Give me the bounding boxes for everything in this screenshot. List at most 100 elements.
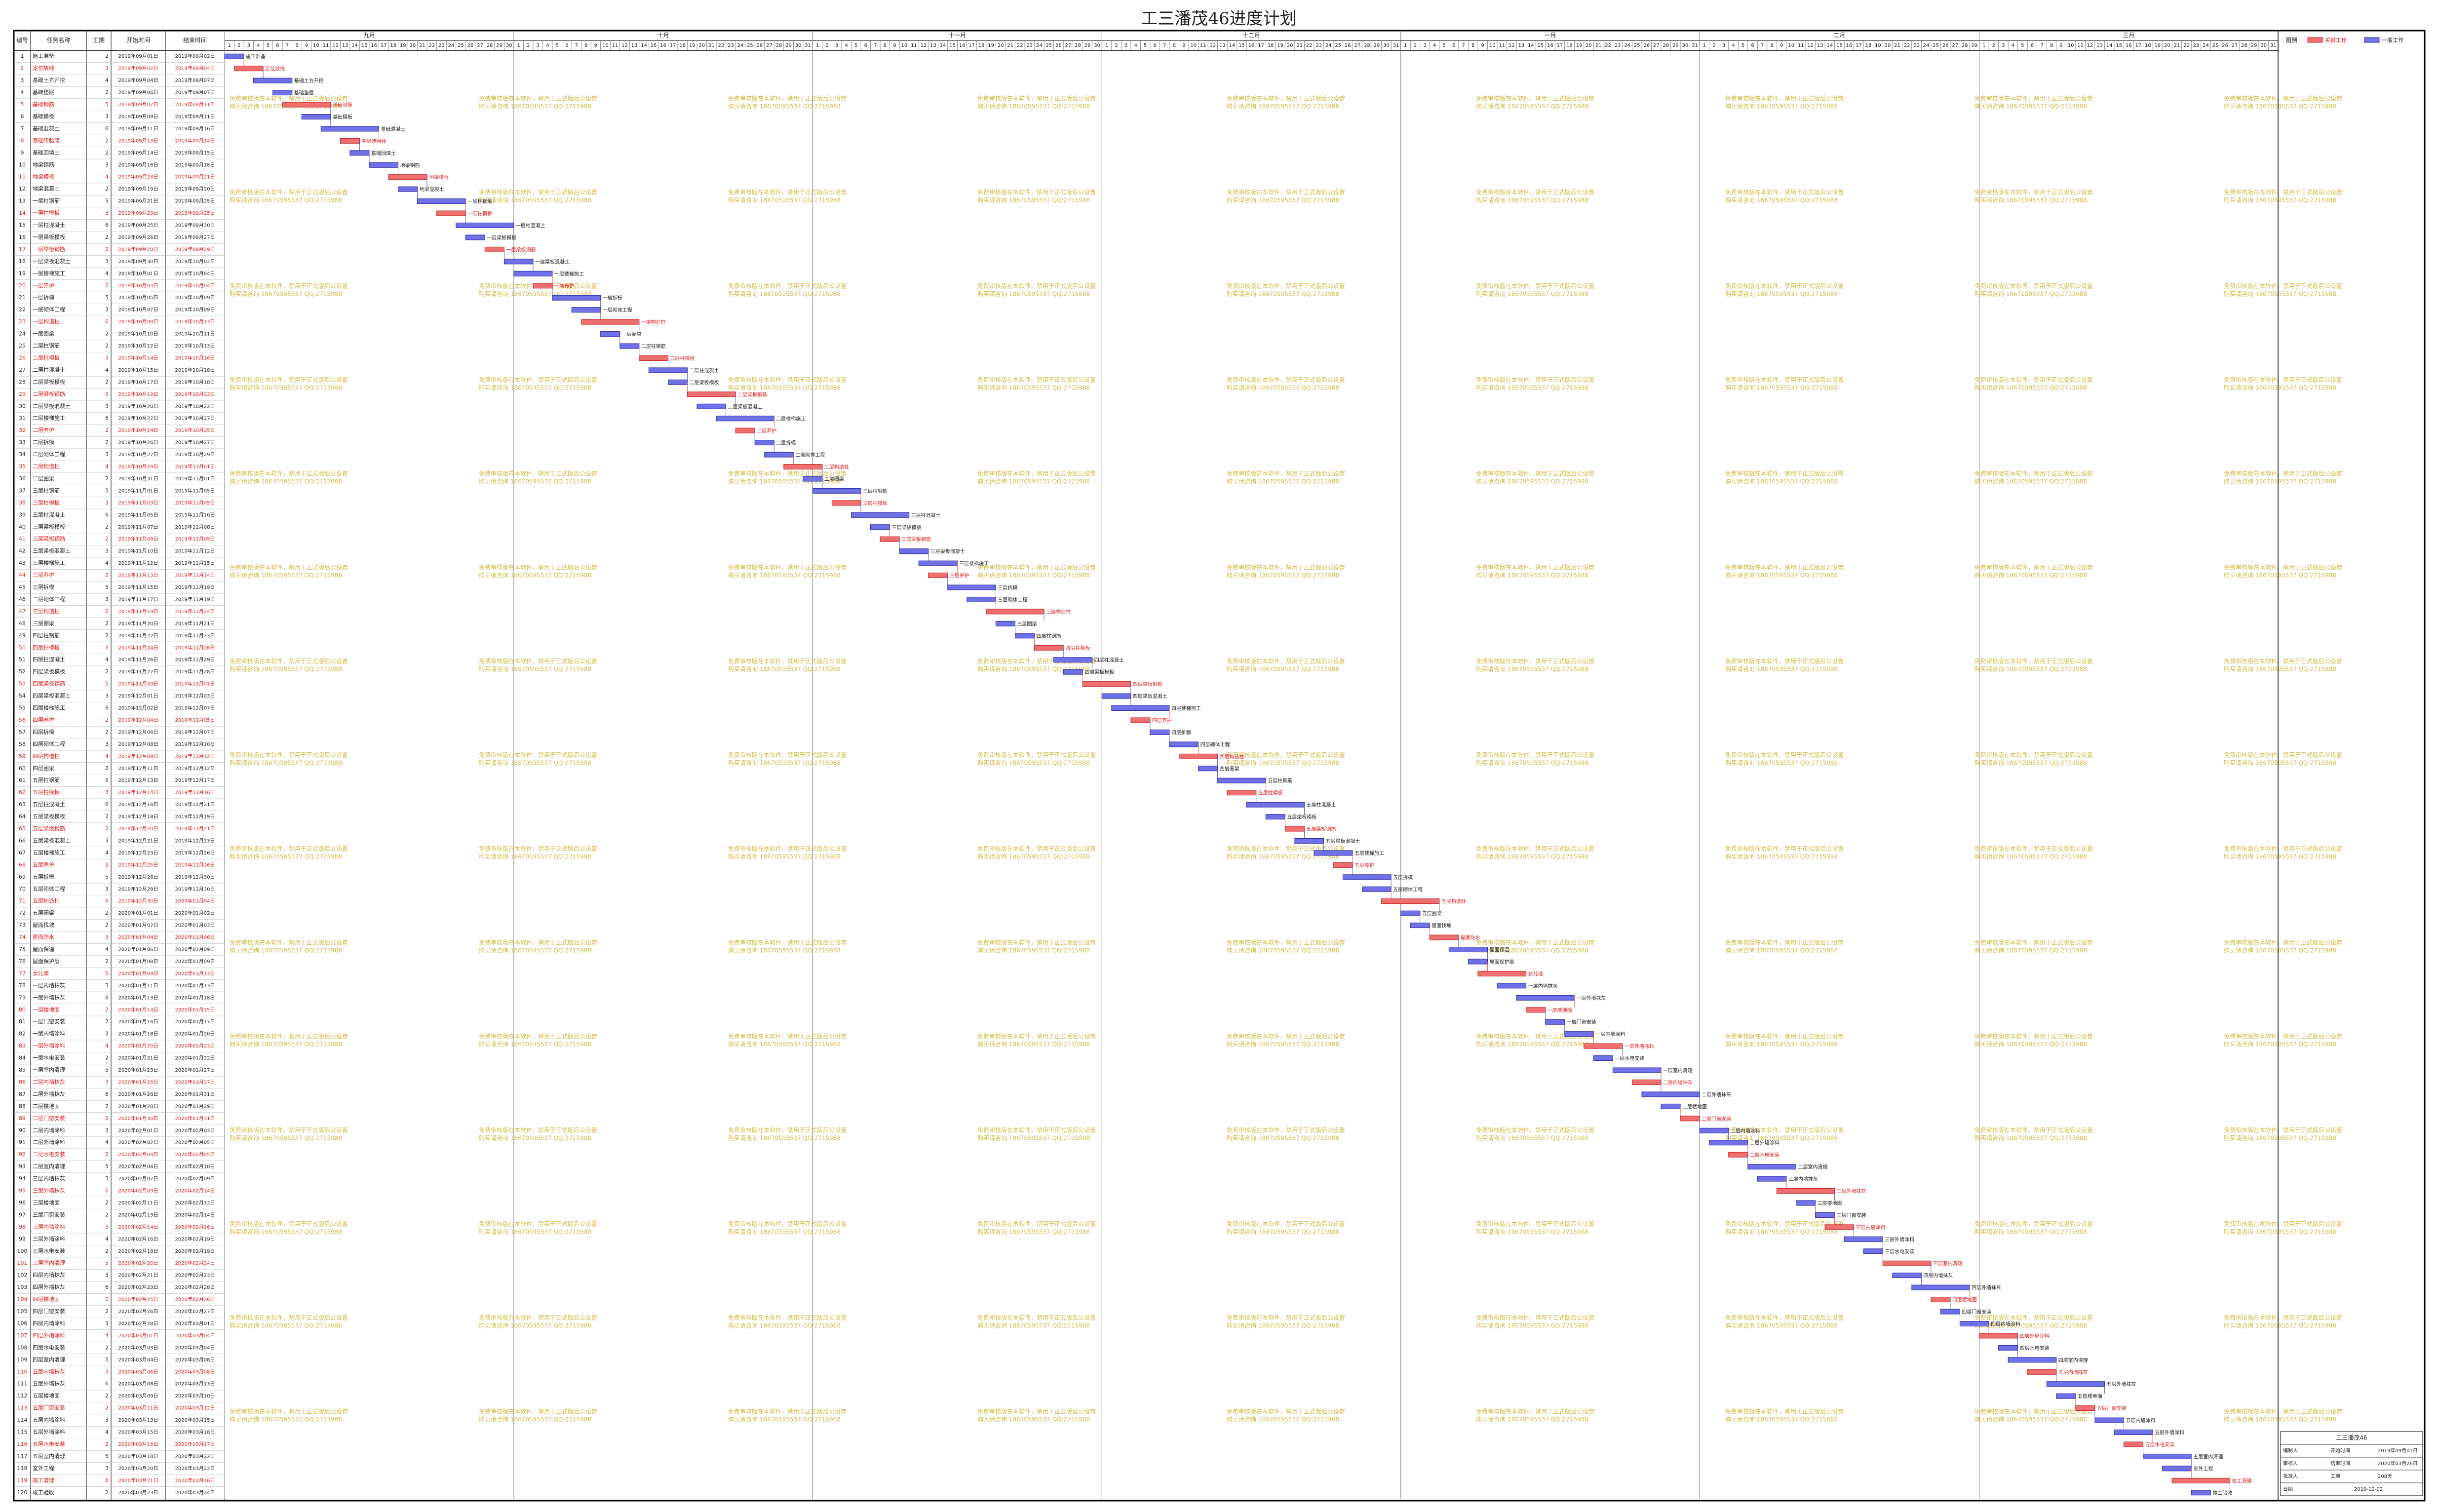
bar-label: 室外工程 <box>2193 1466 2213 1472</box>
watermark: 免费审核版在本软件，禁用于正式版后公设置 <box>977 1126 1096 1134</box>
watermark: 免费审核版在本软件，禁用于正式版后公设置 <box>728 1220 847 1228</box>
task-id: 46 <box>19 596 26 602</box>
task-bar <box>513 271 553 276</box>
task-name: 四层柱混凝土 <box>33 656 65 663</box>
watermark: 购买请咨询 18670595537 QQ:2715988 <box>1227 1041 1339 1048</box>
day-label: 12 <box>621 43 628 48</box>
task-name: 一层养护 <box>33 282 54 289</box>
watermark: 免费审核版在本软件，禁用于正式版后公设置 <box>2224 189 2342 196</box>
watermark: 购买请咨询 18670595537 QQ:2715988 <box>728 1416 841 1423</box>
day-label: 14 <box>1826 43 1833 48</box>
day-label: 9 <box>1481 43 1484 48</box>
day-label: 18 <box>2145 43 2151 48</box>
task-name: 一层楼地面 <box>33 1006 60 1013</box>
watermark: 购买请咨询 18670595537 QQ:2715988 <box>1227 384 1339 391</box>
day-label: 10 <box>1190 43 1197 48</box>
task-end: 2020年02月26日 <box>175 1296 215 1303</box>
watermark: 购买请咨询 18670595537 QQ:2715988 <box>2224 947 2336 954</box>
task-end: 2019年12月12日 <box>175 753 215 759</box>
task-bar <box>224 53 244 59</box>
task-id: 45 <box>19 584 26 590</box>
task-name: 四层养护 <box>33 716 54 723</box>
watermark: 免费审核版在本软件，禁用于正式版后公设置 <box>1725 1220 1844 1228</box>
task-end: 2019年10月18日 <box>175 379 215 385</box>
task-name: 三层柱钢筋 <box>33 487 60 494</box>
watermark: 免费审核版在本软件，禁用于正式版后公设置 <box>230 1220 348 1228</box>
task-bar <box>388 174 427 180</box>
task-duration: 3 <box>105 1175 109 1182</box>
task-duration: 3 <box>105 451 109 458</box>
task-id: 65 <box>19 825 26 832</box>
task-id: 62 <box>19 789 26 796</box>
task-bar <box>1892 1273 1922 1279</box>
task-end: 2020年03月22日 <box>175 1453 215 1459</box>
task-start: 2020年01月04日 <box>118 934 158 940</box>
task-end: 2019年10月09日 <box>175 307 215 313</box>
day-label: 16 <box>959 43 966 48</box>
task-id: 1 <box>21 53 24 59</box>
task-id: 17 <box>19 246 26 252</box>
day-label: 5 <box>1741 43 1744 48</box>
task-duration: 6 <box>105 608 109 615</box>
task-bar <box>1815 1212 1835 1218</box>
task-bar <box>1265 814 1285 820</box>
bar-label: 一层门窗安装 <box>1567 1019 1596 1025</box>
task-end: 2020年03月22日 <box>175 1465 215 1472</box>
day-label: 17 <box>1856 43 1862 48</box>
watermark: 购买请咨询 18670595537 QQ:2715988 <box>1476 572 1588 579</box>
watermark: 购买请咨询 18670595537 QQ:2715988 <box>1476 196 1588 204</box>
task-duration: 2 <box>105 668 109 675</box>
watermark: 购买请咨询 18670595537 QQ:2715988 <box>1974 665 2087 673</box>
task-id: 33 <box>19 439 26 446</box>
watermark: 购买请咨询 18670595537 QQ:2715988 <box>1725 759 1838 767</box>
day-label: 13 <box>631 43 638 48</box>
bar-label: 三层圈梁 <box>1017 620 1037 627</box>
task-name: 一层圈梁 <box>33 330 54 337</box>
day-label: 6 <box>1154 43 1157 48</box>
task-end: 2020年01月03日 <box>175 922 215 929</box>
task-name: 三层梁板混凝土 <box>33 547 71 554</box>
day-label: 11 <box>2077 43 2084 48</box>
watermark: 免费审核版在本软件，禁用于正式版后公设置 <box>2224 564 2342 571</box>
info-cell: 2019-12-02 <box>2354 1487 2383 1492</box>
task-duration: 3 <box>105 741 109 747</box>
day-label: 2 <box>1115 43 1118 48</box>
watermark: 免费审核版在本软件，禁用于正式版后公设置 <box>1974 95 2093 102</box>
task-id: 36 <box>19 475 26 482</box>
task-start: 2019年10月17日 <box>118 379 158 385</box>
task-duration: 3 <box>105 307 109 313</box>
task-id: 103 <box>17 1284 28 1290</box>
task-start: 2020年03月16日 <box>118 1441 158 1447</box>
watermark: 购买请咨询 18670595537 QQ:2715988 <box>977 1134 1090 1142</box>
task-id: 27 <box>19 367 26 373</box>
task-start: 2020年03月01日 <box>118 1332 158 1339</box>
task-duration: 2 <box>105 1103 109 1109</box>
watermark: 免费审核版在本软件，禁用于正式版后公设置 <box>1227 95 1345 102</box>
task-start: 2019年11月07日 <box>118 524 158 530</box>
bar-label: 三层外墙抹灰 <box>1837 1188 1866 1195</box>
watermark: 免费审核版在本软件，禁用于正式版后公设置 <box>1476 282 1594 290</box>
task-end: 2019年11月23日 <box>175 632 215 639</box>
watermark: 免费审核版在本软件，禁用于正式版后公设置 <box>728 470 847 477</box>
task-bar <box>995 620 1016 626</box>
task-bar <box>716 416 774 422</box>
watermark: 免费审核版在本软件，禁用于正式版后公设置 <box>728 376 847 384</box>
bar-label: 地梁钢筋 <box>400 162 420 168</box>
task-bar <box>571 307 601 313</box>
task-start: 2019年12月25日 <box>118 861 158 868</box>
task-id: 19 <box>19 270 26 276</box>
day-label: 13 <box>930 43 936 48</box>
bar-label: 五层外墙涂料 <box>2155 1430 2184 1436</box>
task-duration: 4 <box>105 1332 109 1339</box>
task-duration: 5 <box>105 584 109 590</box>
bar-label: 四层梁板混凝土 <box>1133 693 1167 699</box>
task-id: 107 <box>17 1332 28 1339</box>
watermark: 购买请咨询 18670595537 QQ:2715988 <box>230 384 342 391</box>
task-end: 2019年12月12日 <box>175 765 215 772</box>
task-duration: 3 <box>105 548 109 554</box>
bar-label: 四层圈梁 <box>1220 766 1239 772</box>
task-name: 四层楼地面 <box>33 1296 60 1303</box>
task-id: 112 <box>17 1393 28 1399</box>
bar-label: 二层养护 <box>757 427 776 434</box>
bar-label: 四层养护 <box>1152 717 1172 724</box>
